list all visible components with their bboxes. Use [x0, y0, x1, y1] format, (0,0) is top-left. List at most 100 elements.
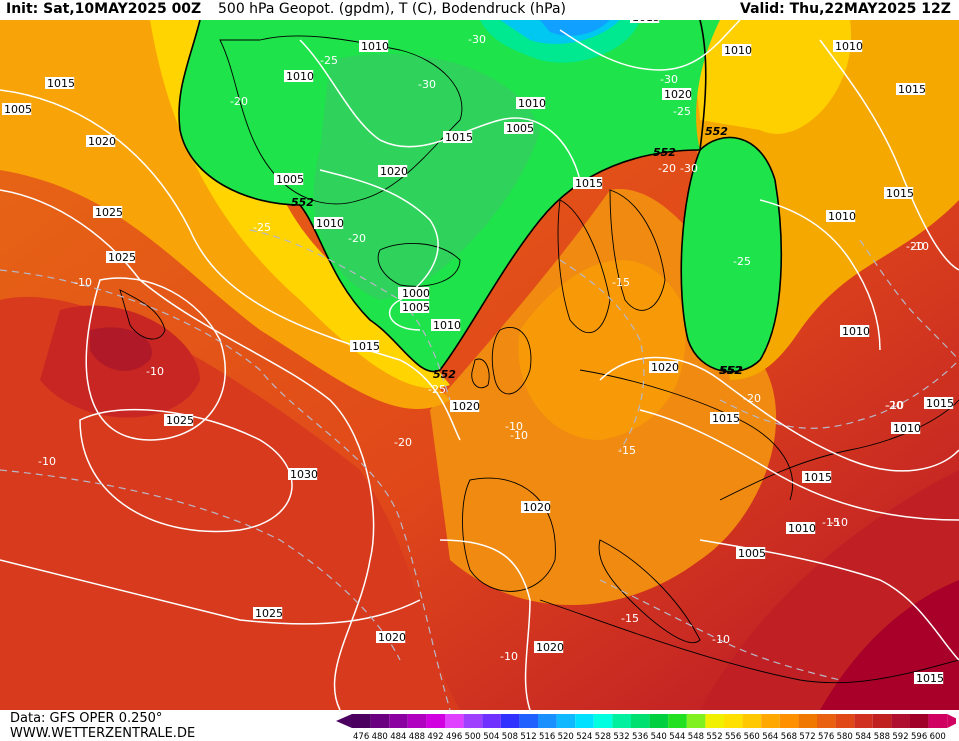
svg-text:1010: 1010 — [316, 217, 344, 230]
svg-text:1010: 1010 — [724, 44, 752, 57]
legend-value: 576 — [818, 732, 834, 741]
legend-swatch — [891, 714, 910, 728]
contour-552-west — [178, 20, 701, 373]
svg-text:-20: -20 — [230, 95, 248, 108]
svg-text:1005: 1005 — [402, 301, 430, 314]
legend-swatch — [761, 714, 780, 728]
pressure-label: 1025 — [93, 206, 123, 219]
map-footer: Data: GFS OPER 0.250° WWW.WETTERZENTRALE… — [0, 710, 959, 741]
legend-value: 484 — [390, 732, 406, 741]
temp-label: -20 — [743, 392, 761, 405]
legend-swatch — [668, 714, 687, 728]
legend-value: 532 — [613, 732, 629, 741]
legend-value: 568 — [781, 732, 797, 741]
temp-label: -20 — [348, 232, 366, 245]
legend-swatch — [612, 714, 631, 728]
pressure-label: 1020 — [378, 165, 408, 178]
legend-value: 564 — [762, 732, 778, 741]
svg-text:1010: 1010 — [842, 325, 870, 338]
legend-swatch — [370, 714, 390, 728]
legend-swatch — [482, 714, 501, 728]
svg-text:-25: -25 — [428, 383, 446, 396]
legend-value: 600 — [930, 732, 946, 741]
svg-text:1015: 1015 — [575, 177, 603, 190]
svg-text:-20: -20 — [743, 392, 761, 405]
svg-text:-25: -25 — [320, 54, 338, 67]
temp-label: -25 — [733, 255, 751, 268]
svg-text:-20: -20 — [885, 399, 903, 412]
height-label: 552 — [653, 146, 676, 159]
temp-label: -20 — [658, 162, 676, 175]
legend-swatch — [500, 714, 520, 728]
temp-label: -10 — [712, 633, 730, 646]
pressure-label: 1015 — [896, 83, 926, 96]
legend-value: 480 — [372, 732, 388, 741]
pressure-label: 1020 — [521, 501, 551, 514]
legend-value: 524 — [576, 732, 592, 741]
svg-text:1015: 1015 — [632, 20, 660, 24]
pressure-label: 1015 — [884, 187, 914, 200]
pressure-label: 1010 — [284, 70, 314, 83]
height-label: 552 — [719, 364, 742, 377]
svg-text:1000: 1000 — [402, 287, 430, 300]
legend-swatch — [835, 714, 855, 728]
legend-swatch — [910, 714, 929, 728]
legend-swatch — [426, 714, 445, 728]
weather-map[interactable]: 1015 1010 1010 1010 1015 1010 1015 1010 1020 1015… — [0, 20, 959, 710]
map-labels: 1015 1010 1010 1010 1015 1010 1015 1010 1020 1015… — [2, 20, 954, 685]
legend-swatch — [445, 714, 464, 728]
svg-text:-30: -30 — [660, 73, 678, 86]
pressure-label: 1020 — [662, 88, 692, 101]
svg-text:-20: -20 — [658, 162, 676, 175]
isotherms — [0, 229, 959, 710]
temp-label: -10 — [74, 276, 92, 289]
website-url[interactable]: WWW.WETTERZENTRALE.DE — [10, 726, 196, 741]
legend-value: 560 — [744, 732, 760, 741]
svg-text:1015: 1015 — [712, 412, 740, 425]
temp-label: -25 — [428, 383, 446, 396]
isobars — [0, 20, 959, 710]
pressure-label: 1025 — [106, 251, 136, 264]
temp-label: -20 — [394, 436, 412, 449]
valid-time: Valid: Thu,22MAY2025 12Z — [740, 1, 951, 17]
svg-text:-10: -10 — [510, 429, 528, 442]
temp-label: -10 — [500, 650, 518, 663]
pressure-label: 1010 — [891, 422, 921, 435]
svg-text:1020: 1020 — [651, 361, 679, 374]
legend-swatch — [575, 714, 594, 728]
height-label: 552 — [705, 125, 728, 138]
legend-swatch — [705, 714, 724, 728]
svg-text:-15: -15 — [612, 276, 630, 289]
map-header: Init: Sat,10MAY2025 00Z 500 hPa Geopot. … — [0, 0, 959, 20]
pressure-label: 1005 — [400, 301, 430, 314]
svg-text:1015: 1015 — [916, 672, 944, 685]
svg-text:552: 552 — [705, 125, 728, 138]
legend-value: 512 — [520, 732, 536, 741]
pressure-label: 1015 — [573, 177, 603, 190]
svg-text:1005: 1005 — [276, 173, 304, 186]
svg-text:1015: 1015 — [352, 340, 380, 353]
svg-text:552: 552 — [291, 196, 314, 209]
svg-text:1015: 1015 — [898, 83, 926, 96]
band-520 — [540, 20, 610, 36]
legend-swatch — [854, 714, 873, 728]
trough-east-552 — [681, 137, 782, 372]
legend-swatch — [352, 714, 371, 728]
pressure-label: 1010 — [833, 40, 863, 53]
legend-swatch — [463, 714, 483, 728]
pressure-label: 1020 — [376, 631, 406, 644]
temp-label: -15 — [612, 276, 630, 289]
pressure-label: 1010 — [786, 522, 816, 535]
temp-label: -25 — [253, 221, 271, 234]
pressure-label: 1000 — [400, 287, 430, 300]
legend-value: 508 — [502, 732, 518, 741]
svg-text:1025: 1025 — [95, 206, 123, 219]
svg-text:1010: 1010 — [433, 319, 461, 332]
legend-value: 476 — [353, 732, 369, 741]
pressure-label: 1010 — [826, 210, 856, 223]
height-label: 552 — [291, 196, 314, 209]
pressure-label: 1015 — [630, 20, 660, 24]
svg-text:1025: 1025 — [255, 607, 283, 620]
svg-text:-20: -20 — [348, 232, 366, 245]
temp-label: -30 — [468, 33, 486, 46]
